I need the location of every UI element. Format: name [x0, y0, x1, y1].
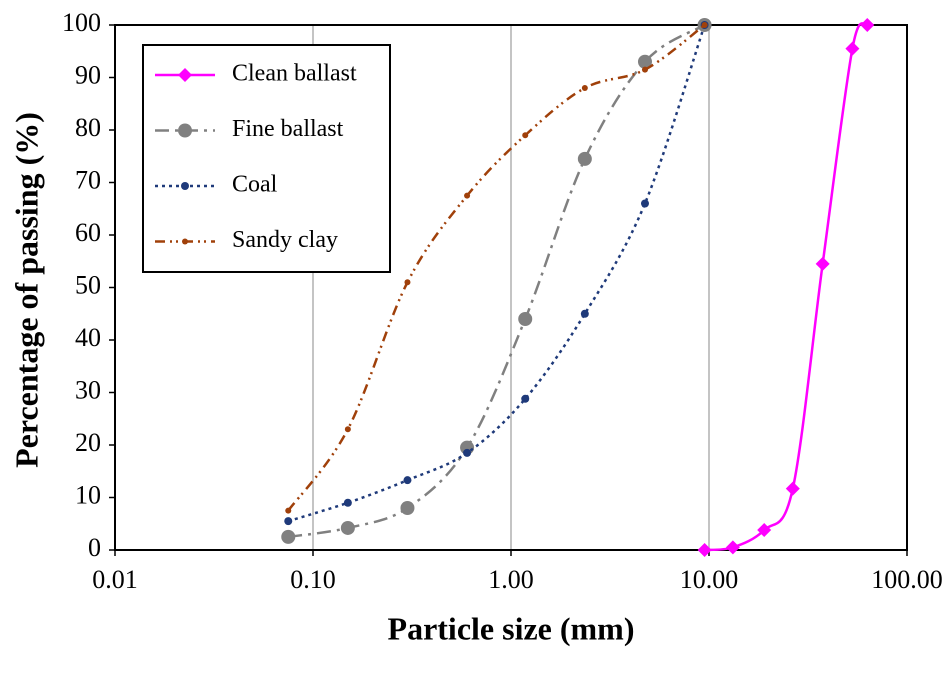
y-tick-label: 30 — [75, 375, 101, 404]
y-tick-label: 0 — [88, 533, 101, 562]
marker — [521, 394, 530, 403]
marker — [845, 41, 860, 56]
legend-marker — [178, 68, 192, 82]
marker — [725, 540, 740, 555]
legend-label: Sandy clay — [232, 227, 338, 253]
marker — [641, 66, 648, 73]
plot-frame — [114, 24, 908, 551]
y-axis-title: Percentage of passing (%) — [8, 112, 44, 468]
marker — [518, 312, 533, 326]
marker — [785, 481, 800, 496]
marker — [815, 256, 830, 271]
marker — [757, 523, 772, 538]
x-axis-title: Particle size (mm) — [388, 610, 635, 646]
marker — [340, 520, 355, 535]
legend-marker — [182, 238, 188, 245]
legend-marker — [181, 182, 189, 190]
y-tick-label: 100 — [62, 8, 101, 37]
legend-box — [142, 44, 391, 273]
y-tick-label: 50 — [75, 270, 101, 299]
marker — [284, 517, 293, 526]
y-tick-label: 60 — [75, 218, 101, 247]
x-tick-label: 1.00 — [488, 565, 534, 594]
legend-label: Fine ballast — [232, 116, 344, 142]
marker — [522, 132, 529, 139]
y-tick-label: 20 — [75, 428, 101, 457]
marker — [403, 476, 412, 485]
marker — [581, 85, 588, 91]
legend-marker — [178, 123, 192, 138]
marker — [464, 192, 471, 199]
y-tick-label: 90 — [75, 60, 101, 89]
y-tick-label: 40 — [75, 323, 101, 352]
y-tick-label: 10 — [75, 480, 101, 509]
y-tick-label: 70 — [75, 165, 101, 194]
legend-label: Coal — [232, 172, 278, 198]
legend-label: Clean ballast — [232, 61, 357, 87]
marker — [580, 309, 589, 318]
marker — [640, 199, 649, 208]
x-tick-label: 10.00 — [680, 565, 739, 594]
y-tick-label: 80 — [75, 113, 101, 142]
marker — [285, 507, 292, 514]
marker — [860, 18, 875, 32]
series-line — [287, 24, 706, 523]
series-line — [288, 23, 706, 539]
marker — [404, 279, 411, 286]
x-tick-label: 0.10 — [290, 565, 336, 594]
marker — [463, 448, 472, 457]
marker — [697, 543, 712, 557]
marker — [577, 151, 592, 166]
marker — [281, 529, 296, 544]
marker — [344, 426, 351, 433]
marker — [343, 498, 352, 507]
marker — [637, 54, 652, 69]
x-tick-label: 0.01 — [92, 565, 138, 594]
series-line — [704, 22, 869, 552]
x-tick-label: 100.00 — [871, 565, 943, 594]
marker — [400, 501, 415, 515]
marker — [701, 22, 708, 28]
